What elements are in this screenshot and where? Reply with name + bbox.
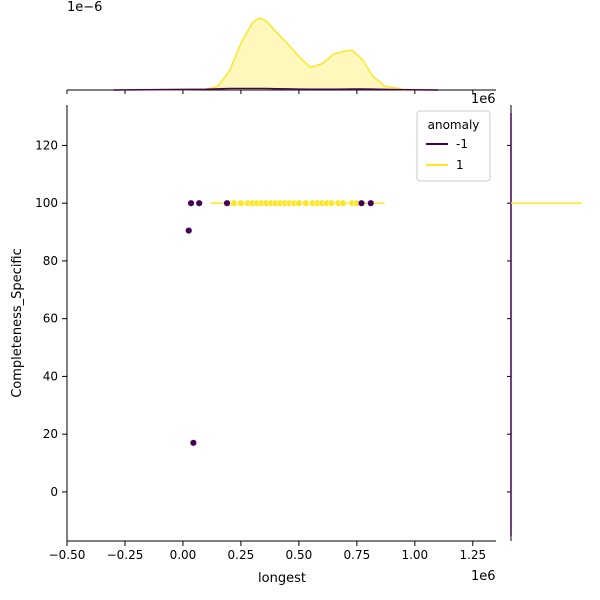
y-tick-label: 120	[35, 138, 58, 152]
x-tick-label: 1.00	[401, 548, 428, 562]
x-tick-label: 0.50	[286, 548, 313, 562]
x-tick-label: 1.25	[459, 548, 486, 562]
legend: anomaly -1 1	[416, 110, 491, 182]
legend-title: anomaly	[428, 118, 480, 132]
yellow-kde-fill	[113, 18, 439, 90]
x-axis-label: longest	[258, 571, 306, 586]
y-tick-label: 80	[43, 254, 58, 268]
top-marginal-offset-label: 1e−6	[67, 0, 102, 15]
data-point	[339, 199, 347, 207]
data-point	[195, 199, 203, 207]
y-tick-label: 100	[35, 196, 58, 210]
main-scatter-plot: −0.50 −0.25 0.00 0.25 0.50 0.75 1.00 1.25 0 20 40 6…	[35, 105, 496, 562]
x-tick-label: 0.75	[344, 548, 371, 562]
y-tick-label: 60	[43, 312, 58, 326]
data-point	[223, 199, 231, 207]
x-offset-label: 1e6	[471, 569, 496, 584]
data-point	[230, 199, 238, 207]
x-tick-label: −0.50	[49, 548, 86, 562]
data-point	[185, 226, 193, 235]
yellow-kde-line	[113, 17, 439, 91]
legend-entry-label: -1	[456, 137, 468, 151]
right-marginal-kde	[507, 105, 582, 541]
purple-kde-line	[113, 87, 439, 91]
y-tick-label: 40	[43, 369, 58, 383]
data-point	[189, 439, 198, 447]
x-tick-label: 0.00	[170, 548, 197, 562]
data-point	[237, 199, 245, 207]
data-point	[187, 199, 195, 207]
x-offset-label-top: 1e6	[471, 92, 496, 107]
x-tick-label: 0.25	[228, 548, 255, 562]
data-point	[357, 199, 366, 207]
x-tick-label: −0.25	[107, 548, 144, 562]
data-point	[295, 199, 303, 207]
data-point	[302, 199, 310, 207]
y-tick-label: 0	[50, 485, 58, 499]
y-tick-label: 20	[43, 427, 58, 441]
legend-box	[416, 110, 491, 182]
data-point	[367, 199, 375, 207]
data-point	[327, 199, 336, 207]
top-marginal-kde	[66, 17, 496, 94]
legend-entry-label: 1	[456, 158, 464, 172]
y-axis-label: Completeness_Specific	[10, 248, 25, 398]
